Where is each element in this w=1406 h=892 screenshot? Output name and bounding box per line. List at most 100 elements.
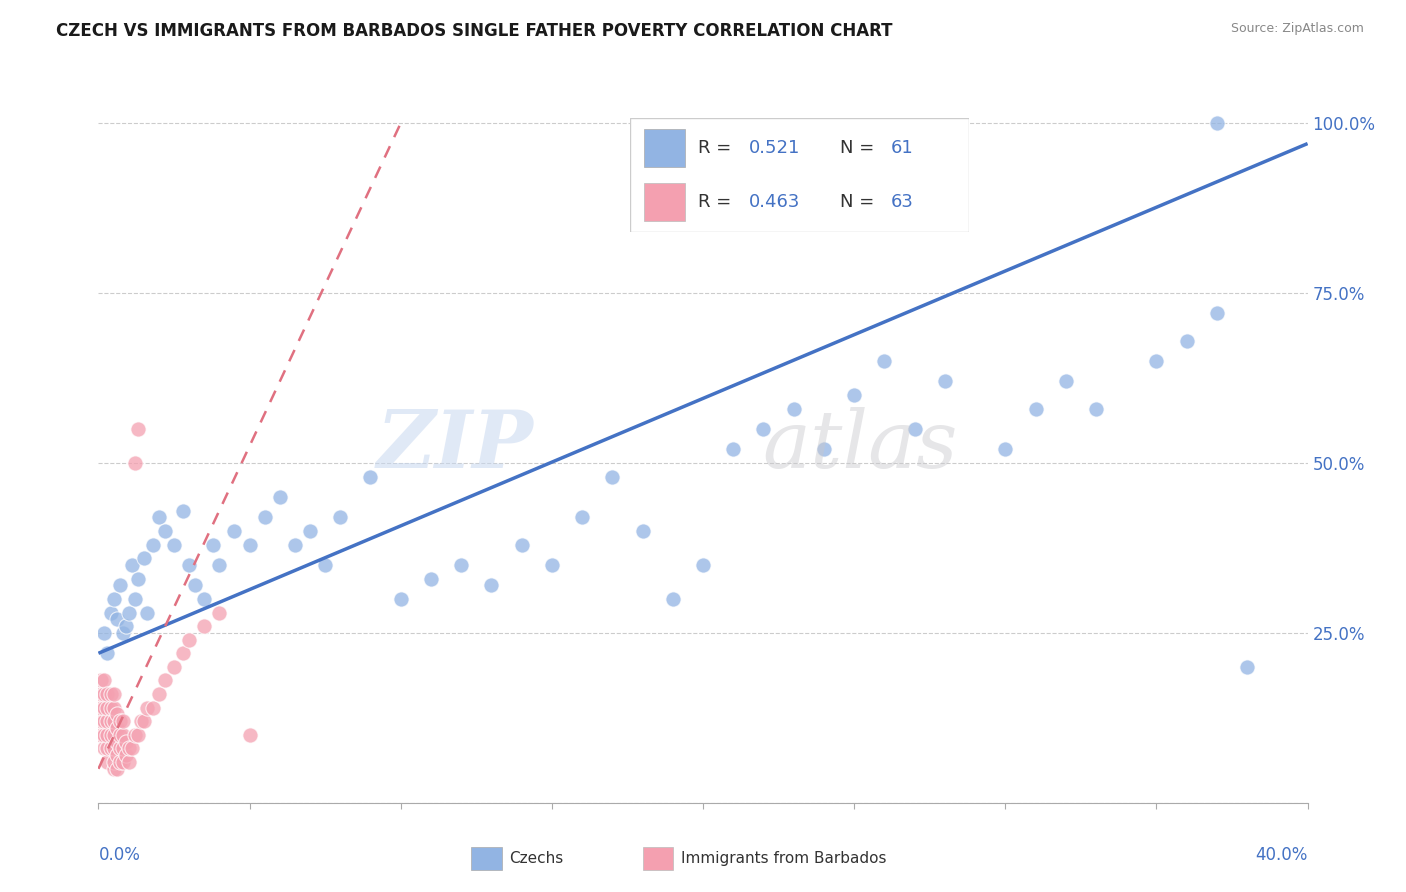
Text: R =: R = — [699, 193, 737, 211]
Point — [994, 442, 1017, 457]
Point — [208, 558, 231, 572]
Point — [105, 721, 128, 735]
Point — [93, 714, 115, 729]
Point — [148, 687, 170, 701]
Point — [481, 578, 503, 592]
Point — [239, 537, 262, 551]
Point — [100, 687, 122, 701]
Point — [108, 741, 131, 756]
Point — [132, 551, 155, 566]
Point — [1236, 660, 1258, 674]
Point — [105, 734, 128, 748]
Point — [96, 687, 118, 701]
FancyBboxPatch shape — [630, 118, 969, 232]
Point — [142, 700, 165, 714]
Point — [314, 558, 336, 572]
Point — [108, 714, 131, 729]
Point — [90, 673, 112, 688]
Point — [114, 734, 136, 748]
Point — [124, 728, 146, 742]
Point — [93, 673, 115, 688]
Point — [1144, 354, 1167, 368]
Point — [208, 606, 231, 620]
Point — [1206, 306, 1229, 320]
Point — [114, 748, 136, 763]
Point — [172, 646, 194, 660]
Point — [202, 537, 225, 551]
Point — [100, 606, 122, 620]
Text: 63: 63 — [891, 193, 914, 211]
FancyBboxPatch shape — [644, 129, 685, 167]
Point — [103, 700, 125, 714]
Point — [420, 572, 443, 586]
Point — [1024, 401, 1046, 416]
Point — [631, 524, 654, 538]
Point — [602, 469, 624, 483]
Point — [93, 741, 115, 756]
Point — [253, 510, 276, 524]
Point — [105, 748, 128, 763]
Point — [103, 591, 125, 606]
Point — [96, 646, 118, 660]
Point — [153, 524, 176, 538]
Point — [132, 714, 155, 729]
Point — [224, 524, 246, 538]
Point — [100, 700, 122, 714]
Point — [329, 510, 352, 524]
Point — [93, 626, 115, 640]
Point — [103, 687, 125, 701]
Point — [105, 707, 128, 722]
Point — [299, 524, 322, 538]
Point — [873, 354, 896, 368]
Point — [100, 741, 122, 756]
Point — [105, 612, 128, 626]
Point — [111, 755, 134, 769]
Point — [148, 510, 170, 524]
Text: Immigrants from Barbados: Immigrants from Barbados — [681, 851, 886, 865]
FancyBboxPatch shape — [644, 183, 685, 220]
Point — [90, 700, 112, 714]
Point — [90, 728, 112, 742]
Point — [127, 422, 149, 436]
Point — [662, 591, 685, 606]
Point — [96, 714, 118, 729]
Point — [723, 442, 745, 457]
Point — [100, 728, 122, 742]
Point — [124, 591, 146, 606]
Point — [118, 741, 141, 756]
Point — [93, 700, 115, 714]
Point — [172, 503, 194, 517]
Text: 0.0%: 0.0% — [98, 846, 141, 863]
Point — [127, 728, 149, 742]
Point — [121, 741, 143, 756]
Point — [108, 728, 131, 742]
Text: 0.521: 0.521 — [749, 139, 800, 157]
Point — [111, 741, 134, 756]
Point — [813, 442, 835, 457]
Point — [93, 687, 115, 701]
Point — [179, 558, 201, 572]
Point — [135, 700, 157, 714]
Point — [103, 728, 125, 742]
Point — [571, 510, 593, 524]
Point — [692, 558, 714, 572]
Point — [118, 606, 141, 620]
Point — [510, 537, 533, 551]
Text: Source: ZipAtlas.com: Source: ZipAtlas.com — [1230, 22, 1364, 36]
Text: 0.463: 0.463 — [749, 193, 800, 211]
Point — [108, 755, 131, 769]
Point — [184, 578, 207, 592]
Point — [90, 714, 112, 729]
Text: N =: N = — [841, 193, 880, 211]
Point — [111, 714, 134, 729]
Point — [193, 619, 215, 633]
Point — [1085, 401, 1108, 416]
Point — [135, 606, 157, 620]
Point — [118, 755, 141, 769]
Point — [179, 632, 201, 647]
Point — [108, 578, 131, 592]
Point — [450, 558, 472, 572]
Point — [752, 422, 775, 436]
Point — [142, 537, 165, 551]
Point — [1206, 116, 1229, 130]
